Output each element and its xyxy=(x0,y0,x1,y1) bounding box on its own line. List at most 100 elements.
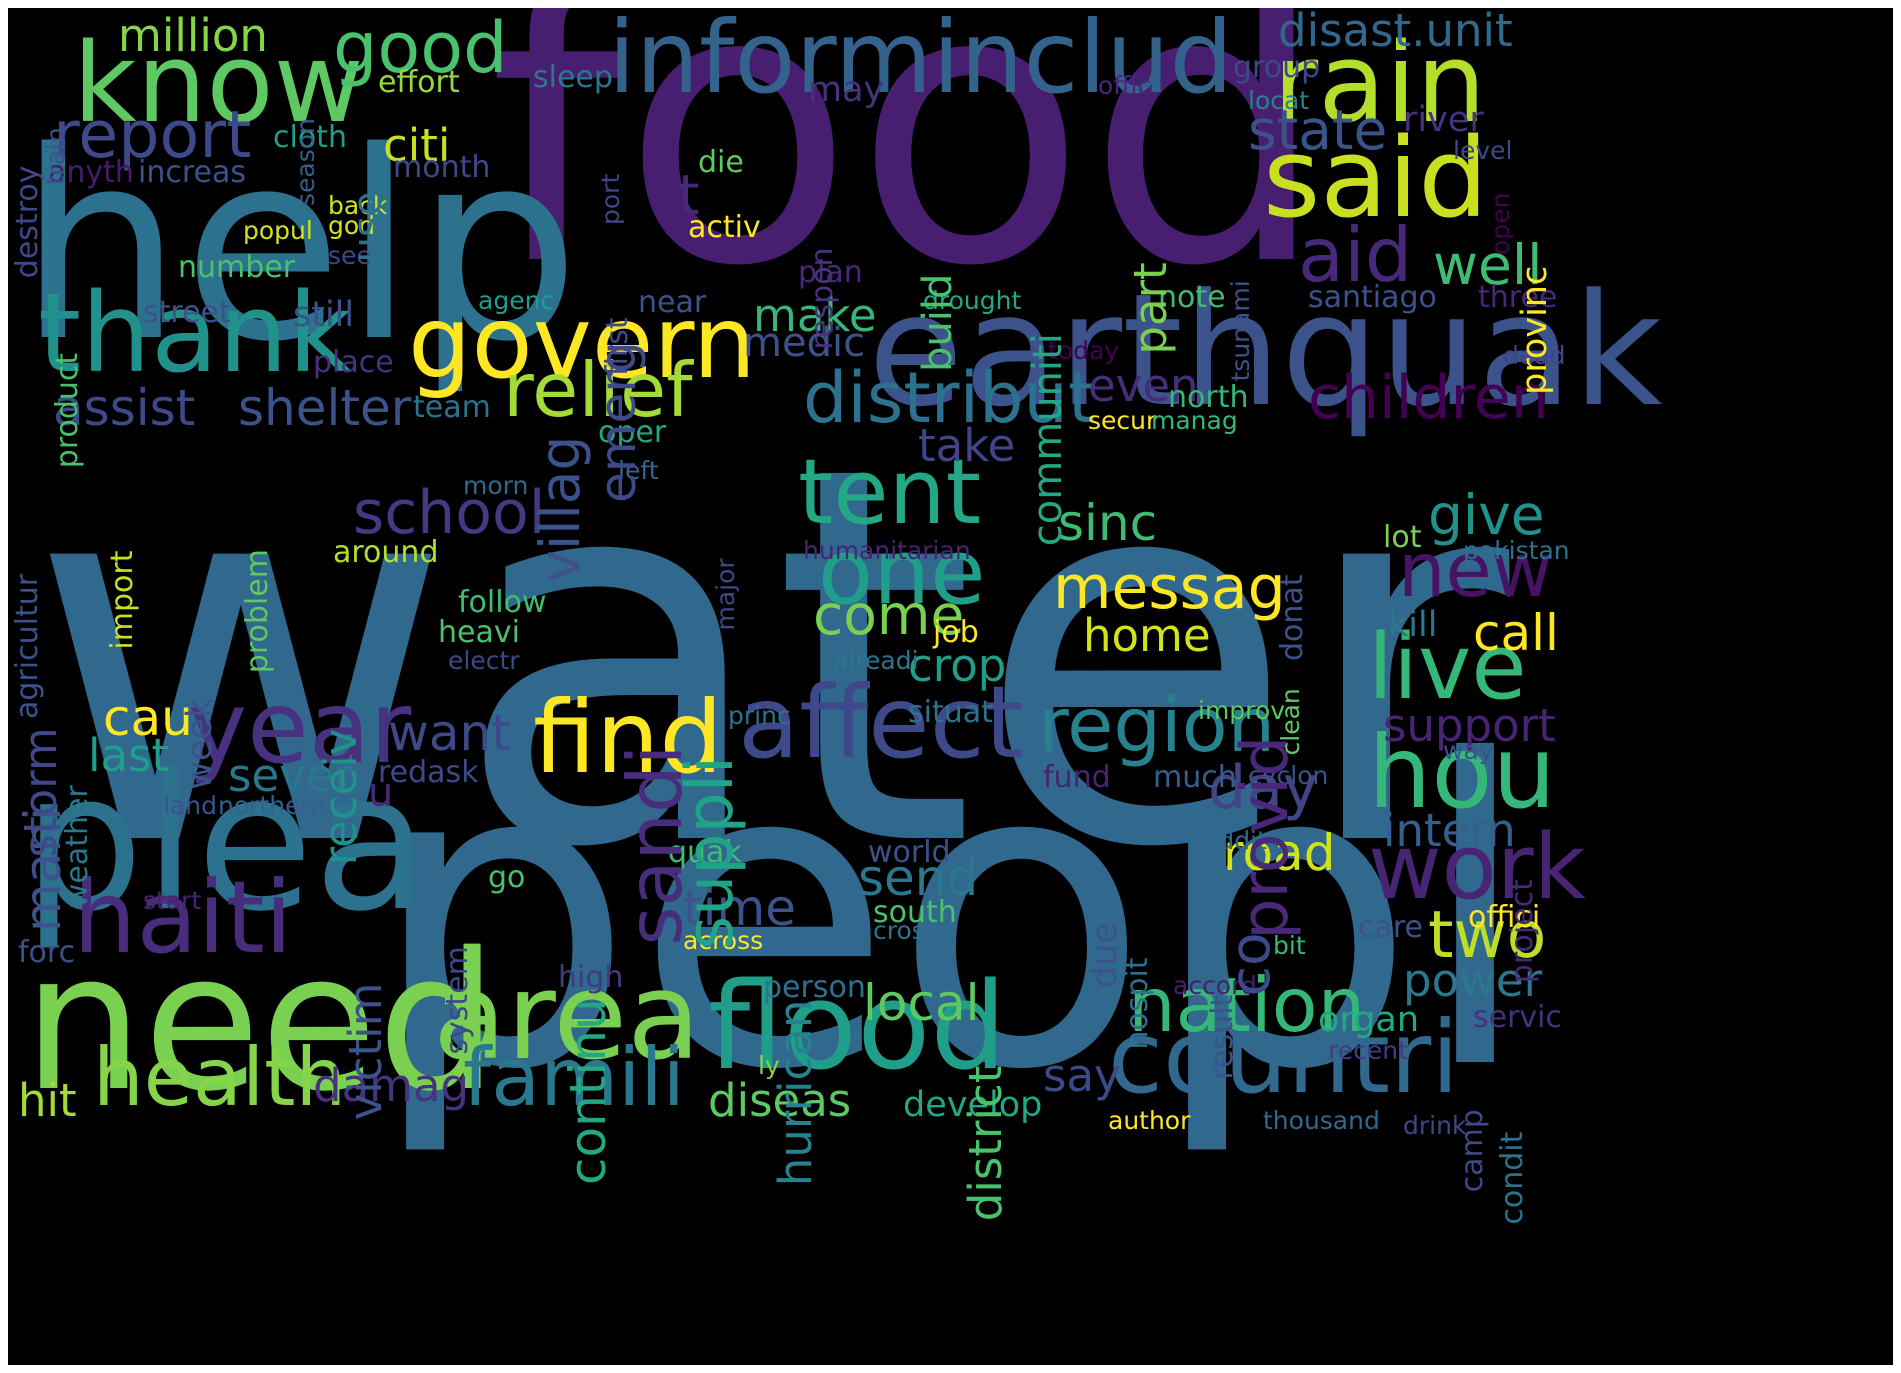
word-month: month xyxy=(393,150,491,185)
word-crop: crop xyxy=(908,639,1007,692)
word-pakistan: pakistan xyxy=(1463,536,1570,565)
word-even: even xyxy=(1088,359,1199,412)
word-support: support xyxy=(1383,699,1556,752)
word-god: god xyxy=(328,211,376,240)
word-sever: sever xyxy=(228,749,352,802)
word-drought: drought xyxy=(923,286,1022,315)
word-t: t xyxy=(678,163,700,227)
word-respon: respon xyxy=(805,247,840,350)
word-addit: addit xyxy=(1203,826,1267,855)
word-servic: servic xyxy=(1473,1000,1563,1035)
word-river: river xyxy=(1403,100,1484,140)
word-season: season xyxy=(291,118,320,206)
word-come: come xyxy=(813,583,965,647)
word-power: power xyxy=(1403,954,1543,1007)
word-road: road xyxy=(1223,824,1336,882)
word-way: way xyxy=(1443,736,1494,765)
word-plea: plea xyxy=(23,732,430,953)
word-see: see xyxy=(328,241,372,270)
word-countri: countri xyxy=(1108,999,1460,1116)
word-know: know xyxy=(73,19,364,147)
word-still: still xyxy=(293,295,355,335)
word-major: major xyxy=(711,558,740,631)
word-hurrican: hurrican xyxy=(769,999,822,1187)
word-santiago: santiago xyxy=(1308,280,1437,315)
word-agenc: agenc xyxy=(478,286,555,315)
word-call: call xyxy=(1473,604,1559,662)
word-system: system xyxy=(440,946,475,1055)
word-author: author xyxy=(1108,1106,1191,1135)
word-live: live xyxy=(1368,615,1527,720)
word-send: send xyxy=(858,849,979,907)
word-food: food xyxy=(488,8,1328,349)
word-district: district xyxy=(959,1065,1012,1222)
word-project: project xyxy=(1505,879,1540,984)
word-open: open xyxy=(1486,192,1515,255)
word-due: due xyxy=(1085,922,1125,989)
word-dead: dead xyxy=(1503,341,1566,370)
word-take: take xyxy=(918,419,1016,472)
word-manag: manag xyxy=(1151,406,1238,435)
word-well: well xyxy=(1433,233,1543,297)
word-die: die xyxy=(698,145,744,180)
word-last: last xyxy=(88,729,170,782)
word-may: may xyxy=(808,70,885,110)
word-world: world xyxy=(868,835,951,870)
word-number: number xyxy=(178,250,296,285)
word-report: report xyxy=(53,98,252,173)
word-follow: follow xyxy=(458,585,547,620)
word-earthquak: earthquak xyxy=(868,260,1663,441)
word-work: work xyxy=(1368,815,1586,920)
word-land: land xyxy=(163,791,217,820)
word-medic: medic xyxy=(743,320,866,366)
word-go: go xyxy=(488,860,526,895)
word-one: one xyxy=(818,520,986,625)
word-popul: popul xyxy=(243,216,313,245)
word-accord: accord xyxy=(1173,971,1257,1000)
word-plan: plan xyxy=(798,255,863,290)
word-flood: flood xyxy=(708,958,1007,1097)
word-situat: situat xyxy=(908,695,993,730)
word-help: help xyxy=(18,97,581,399)
word-give: give xyxy=(1428,483,1545,547)
word-continu: continu xyxy=(559,998,617,1185)
word-aid: aid xyxy=(1298,211,1413,299)
word-bit: bit xyxy=(1273,931,1306,960)
word-said: said xyxy=(1263,114,1489,242)
word-forc: forc xyxy=(18,935,76,970)
word-peopl: peopl xyxy=(368,673,1534,1162)
word-agricultur: agricultur xyxy=(10,573,45,719)
word-receiv: receiv xyxy=(314,728,367,866)
word-hit: hit xyxy=(18,1074,77,1127)
word-citi: citi xyxy=(383,119,451,172)
word-offic: offic xyxy=(1098,71,1152,100)
word-use: use xyxy=(345,191,391,263)
word-water: water xyxy=(28,355,1510,961)
word-suppli: suppli xyxy=(673,756,748,950)
word-day: day xyxy=(1208,753,1319,823)
word-south: south xyxy=(873,895,957,930)
word-communiti: communiti xyxy=(1025,333,1071,547)
word-villag: villag xyxy=(528,435,592,583)
word-north: north xyxy=(1168,380,1249,415)
word-import: import xyxy=(105,550,140,650)
word-drink: drink xyxy=(1403,1111,1467,1140)
word-new: new xyxy=(1398,526,1554,614)
word-home: home xyxy=(1083,609,1211,662)
word-problem: problem xyxy=(240,549,275,674)
word-cross: cross xyxy=(873,916,938,945)
word-kill: kill xyxy=(1388,605,1438,645)
word-find: find xyxy=(533,679,723,796)
word-intern: intern xyxy=(1383,804,1516,857)
word-morn: morn xyxy=(463,471,529,500)
word-haiti: haiti xyxy=(73,859,293,976)
word-time: time xyxy=(683,879,796,937)
word-health: health xyxy=(93,1031,347,1124)
word-cyclon: cyclon xyxy=(1248,761,1329,790)
word-redask: redask xyxy=(378,755,479,790)
word-back: back xyxy=(328,191,388,220)
word-person: person xyxy=(763,970,866,1005)
word-left: left xyxy=(618,456,659,485)
word-oper: oper xyxy=(598,415,667,450)
word-school: school xyxy=(353,478,546,548)
